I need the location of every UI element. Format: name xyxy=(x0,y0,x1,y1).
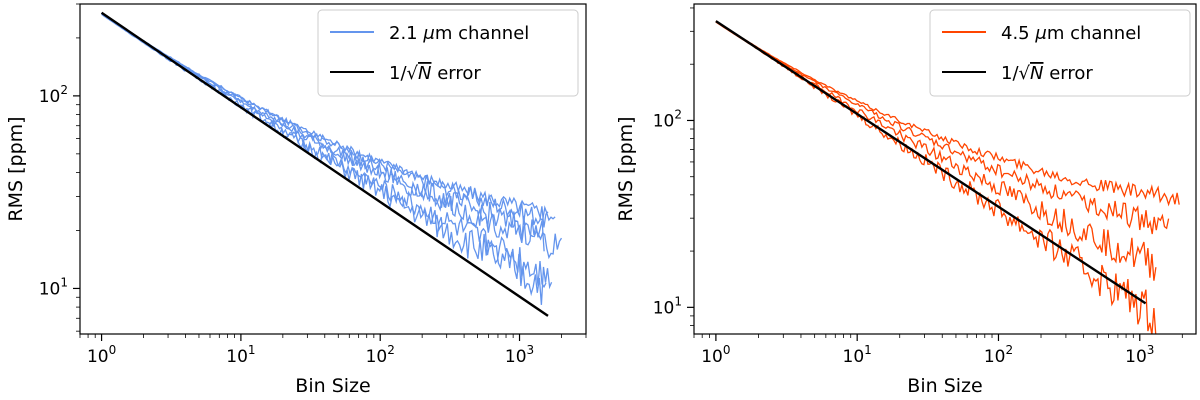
right-chart-panel: 100 101 102 103 101 102 Bin Size RMS [ppm] 4… xyxy=(615,3,1197,397)
right-x-axis-label: Bin Size xyxy=(907,375,982,397)
right-y-tick-label: 101 xyxy=(653,294,682,318)
left-x-tick-label: 101 xyxy=(226,343,255,367)
left-y-tick-label: 102 xyxy=(39,83,68,107)
right-series-group xyxy=(715,20,1180,334)
left-reference-line xyxy=(100,11,549,317)
right-x-ticks: 100 101 102 103 xyxy=(693,334,1183,367)
left-legend: 2.1 μm channel 1/√N error xyxy=(317,9,579,97)
left-x-tick-label: 100 xyxy=(87,343,116,367)
right-plot-frame xyxy=(693,3,1197,335)
left-series-line xyxy=(101,12,556,222)
right-y-tick-label: 102 xyxy=(653,107,682,131)
left-chart-panel: 100 101 102 103 101 102 Bin Size RMS [ppm] 2… xyxy=(5,3,587,397)
right-legend: 4.5 μm channel 1/√N error xyxy=(929,9,1191,97)
right-series-line xyxy=(715,21,1170,235)
right-y-axis-label: RMS [ppm] xyxy=(615,116,637,221)
left-x-tick-label: 103 xyxy=(505,343,534,367)
right-x-tick-label: 101 xyxy=(843,343,872,367)
right-legend-entry-channel: 4.5 μm channel xyxy=(1001,23,1141,44)
right-reference-line xyxy=(715,20,1147,305)
left-x-axis-label: Bin Size xyxy=(295,375,370,397)
left-y-ticks: 101 102 xyxy=(39,3,80,332)
right-series-line xyxy=(715,20,1180,207)
right-x-tick-label: 103 xyxy=(1125,343,1154,367)
right-legend-box xyxy=(929,9,1191,97)
right-x-tick-label: 102 xyxy=(984,343,1013,367)
right-y-ticks: 101 102 xyxy=(653,7,694,326)
right-x-tick-label: 100 xyxy=(701,343,730,367)
left-y-tick-label: 101 xyxy=(39,275,68,299)
left-x-tick-label: 102 xyxy=(366,343,395,367)
left-legend-box xyxy=(317,9,579,97)
left-legend-entry-error: 1/√N error xyxy=(389,63,481,84)
left-y-axis-label: RMS [ppm] xyxy=(5,116,27,221)
left-x-ticks: 100 101 102 103 xyxy=(79,334,587,367)
left-legend-entry-channel: 2.1 μm channel xyxy=(389,23,529,44)
right-legend-entry-error: 1/√N error xyxy=(1001,63,1093,84)
left-plot-frame xyxy=(79,3,587,335)
left-series-group xyxy=(100,11,563,317)
